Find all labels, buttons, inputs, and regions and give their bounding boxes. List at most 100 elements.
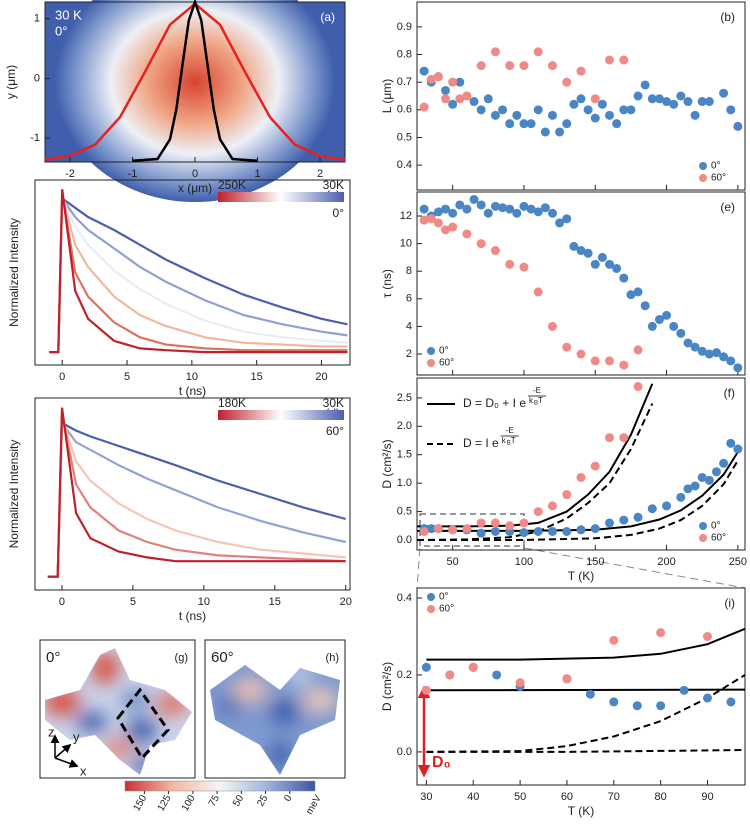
data-point — [590, 524, 600, 534]
data-point — [476, 200, 486, 210]
data-point — [590, 259, 600, 269]
data-point — [441, 94, 451, 104]
data-point — [562, 214, 572, 224]
data-point — [490, 201, 500, 211]
data-point — [433, 72, 443, 82]
data-point — [733, 363, 743, 373]
legend-label: 60° — [711, 173, 726, 184]
colorbar-label: 250K — [218, 178, 246, 192]
data-point — [490, 518, 500, 528]
data-point — [703, 693, 713, 703]
data-point — [533, 507, 543, 517]
data-point — [448, 525, 458, 535]
colorbar — [218, 192, 344, 202]
x-tick-label: 200 — [657, 556, 675, 568]
annotation: 0° — [333, 206, 345, 220]
y-tick-label: 0.4 — [397, 159, 412, 171]
data-point — [726, 356, 736, 366]
data-point — [533, 287, 543, 297]
data-point — [576, 66, 586, 76]
y-tick-label: 0.0 — [397, 534, 412, 546]
data-point — [433, 218, 443, 228]
data-point — [605, 110, 615, 120]
x-tick-label: 60 — [561, 791, 573, 803]
y-axis-title: y (μm) — [4, 65, 18, 99]
y-axis-title: L (μm) — [380, 79, 394, 113]
data-point — [462, 524, 472, 534]
fit-curve — [416, 403, 654, 541]
data-point — [733, 444, 743, 454]
data-point — [462, 91, 472, 101]
d0-label: D₀ — [432, 754, 451, 771]
data-point — [605, 55, 615, 65]
x-tick-label: 20 — [315, 371, 327, 383]
data-point — [519, 201, 529, 211]
x-tick-label: 10 — [198, 596, 210, 608]
data-point — [448, 222, 458, 232]
data-point — [498, 105, 508, 115]
data-point — [656, 701, 666, 711]
formula: D = D₀ + I e — [463, 396, 526, 410]
data-point — [669, 99, 679, 109]
x-tick-label: 15 — [269, 596, 281, 608]
data-point — [590, 113, 600, 123]
surface-frame — [204, 639, 346, 779]
data-point — [619, 433, 629, 443]
x-tick-label: 15 — [251, 371, 263, 383]
decay-trace — [47, 407, 346, 578]
x-tick-label: 50 — [447, 556, 459, 568]
y-tick-label: 4 — [406, 320, 412, 332]
colorbar-tick-label: 75 — [207, 793, 222, 809]
data-point — [633, 287, 643, 297]
data-point — [519, 518, 529, 528]
legend-swatch — [427, 359, 435, 367]
zoom-guide — [416, 547, 421, 589]
data-point — [448, 77, 458, 87]
legend-label: 0° — [439, 346, 449, 357]
y-tick-label: 2.5 — [397, 392, 412, 404]
data-point — [562, 77, 572, 87]
fit-curve — [417, 459, 739, 541]
data-point — [633, 345, 643, 355]
data-point — [676, 328, 686, 338]
data-point — [448, 99, 458, 109]
colorbar-tick-label: 50 — [231, 793, 246, 809]
data-point — [633, 91, 643, 101]
data-point — [585, 689, 595, 699]
x-axis-title: T (K) — [568, 569, 594, 583]
data-point — [626, 105, 636, 115]
data-point — [640, 301, 650, 311]
y-tick-label: 0.2 — [397, 669, 412, 681]
data-point — [562, 674, 572, 684]
data-point — [726, 697, 736, 707]
data-point — [512, 110, 522, 120]
colorbar — [218, 410, 344, 420]
legend-swatch — [427, 347, 435, 355]
annotation: 30 K — [55, 7, 82, 22]
data-point — [733, 121, 743, 131]
data-point — [619, 515, 629, 525]
data-point — [633, 382, 643, 392]
data-point — [547, 321, 557, 331]
y-tick-label: 1 — [34, 13, 40, 25]
panel-label: (h) — [326, 652, 339, 664]
data-point — [690, 342, 700, 352]
plot-frame — [416, 377, 746, 551]
x-tick-label: 10 — [186, 371, 198, 383]
data-point — [533, 526, 543, 536]
data-point — [498, 203, 508, 213]
axis-letter: z — [48, 724, 55, 739]
colorbar-tick-label: 100 — [180, 793, 198, 813]
axis-letter: y — [73, 729, 80, 744]
formula-exp: k — [502, 436, 507, 445]
data-point — [490, 110, 500, 120]
formula-exp: -E — [506, 426, 514, 435]
x-tick-label: 100 — [515, 556, 533, 568]
x-axis-title: t (ns) — [179, 609, 206, 623]
data-point — [433, 524, 443, 534]
colorbar-tick-label: 125 — [156, 793, 174, 813]
y-axis-title: τ (ns) — [380, 269, 394, 298]
surface-frame — [39, 639, 196, 779]
fit-curve — [417, 451, 739, 532]
